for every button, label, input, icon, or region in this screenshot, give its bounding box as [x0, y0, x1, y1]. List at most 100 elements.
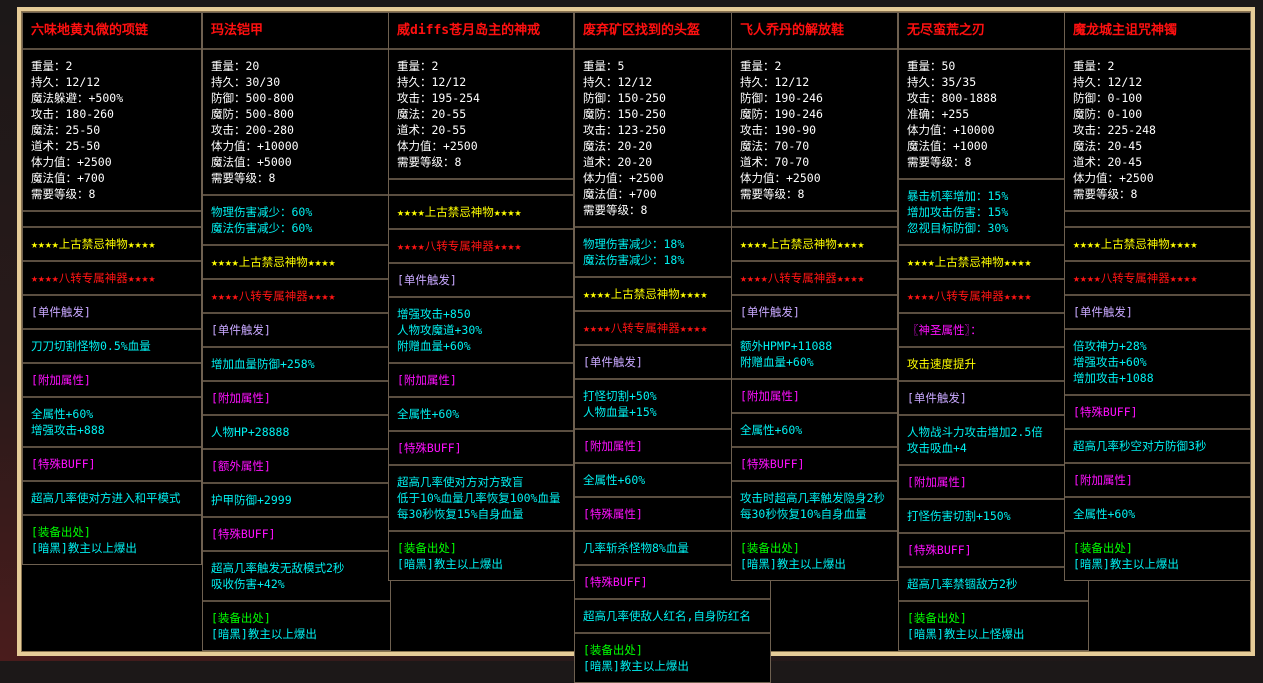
section-line: ★★★★上古禁忌神物★★★★: [397, 205, 522, 219]
section-red: ★★★★八转专属神器★★★★: [203, 278, 390, 312]
stat-line: 体力值：+2500: [583, 171, 664, 185]
item-tooltip-card: 玛法铠甲 重量：20 持久：30/30 防御：500-800 魔防：500-800 攻击：…: [202, 12, 391, 651]
stat-line: 需要等级：8: [211, 171, 276, 185]
section-red: ★★★★八转专属神器★★★★: [575, 310, 770, 344]
stat-line: 魔法值：+700: [31, 171, 105, 185]
stat-line: 持久：35/35: [907, 75, 977, 89]
source-text: [暗黑]教主以上爆出: [31, 541, 137, 555]
section-lav: [单件触发]: [1065, 294, 1250, 328]
section-line: 增强攻击+888: [31, 423, 105, 437]
section-yellow: ★★★★上古禁忌神物★★★★: [575, 276, 770, 310]
section-cyan: 几率斩杀怪物8%血量: [575, 530, 770, 564]
section-empty: [23, 210, 201, 226]
section-line: [特殊BUFF]: [211, 527, 276, 541]
item-stats: 重量：2 持久：12/12 防御：0-100 魔防：0-100 攻击：225-248 魔法…: [1065, 48, 1250, 210]
section-line: 倍攻神力+28%: [1073, 339, 1147, 353]
item-title: 威diffs苍月岛主的神戒: [397, 23, 541, 38]
section-line: 全属性+60%: [583, 473, 646, 487]
section-line: 忽视目标防御：30%: [907, 221, 1009, 235]
stat-line: 需要等级：8: [397, 155, 462, 169]
stat-line: 重量：2: [397, 59, 439, 73]
section-cyan: 超高几率使敌人红名,自身防红名: [575, 598, 770, 632]
stat-line: 攻击：195-254: [397, 91, 480, 105]
stat-line: 重量：50: [907, 59, 956, 73]
section-source: [装备出处] [暗黑]教主以上怪爆出: [899, 600, 1088, 650]
section-line: [单件触发]: [1073, 305, 1133, 319]
section-line: 全属性+60%: [740, 423, 803, 437]
section-line: [附加属性]: [907, 475, 967, 489]
stat-line: 魔法：20-55: [397, 107, 467, 121]
section-line: ★★★★八转专属神器★★★★: [211, 289, 336, 303]
section-line: [附加属性]: [740, 389, 800, 403]
section-cyan: 人物战斗力攻击增加2.5倍 攻击吸血+4: [899, 414, 1088, 464]
stat-line: 需要等级：8: [583, 203, 648, 217]
source-header: [装备出处]: [1073, 541, 1133, 555]
section-yellow: ★★★★上古禁忌神物★★★★: [389, 194, 573, 228]
section-mag: [特殊属性]: [575, 496, 770, 530]
source-text: [暗黑]教主以上爆出: [740, 557, 846, 571]
section-line: [附加属性]: [211, 391, 271, 405]
section-cyan: 护甲防御+2999: [203, 482, 390, 516]
section-line: 刀刀切割怪物0.5%血量: [31, 339, 151, 353]
section-empty: [1065, 210, 1250, 226]
section-cyan: 超高几率禁锢敌方2秒: [899, 566, 1088, 600]
section-cyan: 额外HPMP+11088 附赠血量+60%: [732, 328, 897, 378]
section-line: [特殊BUFF]: [397, 441, 462, 455]
stat-line: 防御：190-246: [740, 91, 823, 105]
stat-line: 魔防：150-250: [583, 107, 666, 121]
stat-line: 体力值：+2500: [1073, 171, 1154, 185]
section-cyan: 刀刀切割怪物0.5%血量: [23, 328, 201, 362]
section-cyan: 全属性+60%: [389, 396, 573, 430]
section-line: 全属性+60%: [397, 407, 460, 421]
section-line: 全属性+60%: [1073, 507, 1136, 521]
stat-line: 攻击：123-250: [583, 123, 666, 137]
section-red: ★★★★八转专属神器★★★★: [1065, 260, 1250, 294]
stat-line: 防御：500-800: [211, 91, 294, 105]
stat-line: 持久：12/12: [397, 75, 467, 89]
stat-line: 重量：5: [583, 59, 625, 73]
section-line: [特殊BUFF]: [1073, 405, 1138, 419]
stat-line: 准确：+255: [907, 107, 970, 121]
stat-line: 道术：20-45: [1073, 155, 1143, 169]
section-line: 增加攻击伤害：15%: [907, 205, 1009, 219]
source-text: [暗黑]教主以上爆出: [583, 659, 689, 673]
item-stats: 重量：20 持久：30/30 防御：500-800 魔防：500-800 攻击：200-…: [203, 48, 390, 194]
section-line: 增强攻击+60%: [1073, 355, 1147, 369]
section-line: [单件触发]: [211, 323, 271, 337]
stat-line: 攻击：190-90: [740, 123, 817, 137]
section-line: 每30秒恢复10%自身血量: [740, 507, 867, 521]
item-tooltip-card: 魔龙城主诅咒神镯 重量：2 持久：12/12 防御：0-100 魔防：0-100 攻击：2…: [1064, 12, 1251, 581]
section-line: 攻击时超高几率触发隐身2秒: [740, 491, 885, 505]
source-header: [装备出处]: [583, 643, 643, 657]
section-line: 超高几率使对方对方致盲: [397, 475, 524, 489]
section-yellow: ★★★★上古禁忌神物★★★★: [23, 226, 201, 260]
stat-line: 重量：2: [740, 59, 782, 73]
source-header: [装备出处]: [397, 541, 457, 555]
section-cyan: 全属性+60% 增强攻击+888: [23, 396, 201, 446]
item-tooltip-card: 威diffs苍月岛主的神戒 重量：2 持久：12/12 攻击：195-254 魔法：20…: [388, 12, 574, 581]
section-mag: [附加属性]: [23, 362, 201, 396]
section-line: 打怪切割+50%: [583, 389, 657, 403]
stat-line: 攻击：225-248: [1073, 123, 1156, 137]
section-line: 增加攻击+1088: [1073, 371, 1154, 385]
item-stats: 重量：5 持久：12/12 防御：150-250 魔防：150-250 攻击：123-2…: [575, 48, 770, 226]
section-cyan: 全属性+60%: [575, 462, 770, 496]
stat-line: 持久：12/12: [1073, 75, 1143, 89]
stat-line: 攻击：180-260: [31, 107, 114, 121]
stat-line: 重量：2: [31, 59, 73, 73]
stat-line: 攻击：200-280: [211, 123, 294, 137]
section-line: [附加属性]: [583, 439, 643, 453]
stat-line: 需要等级：8: [31, 187, 96, 201]
section-line: 附赠血量+60%: [397, 339, 471, 353]
item-tooltip-card: 六味地黄丸微的项链 重量：2 持久：12/12 魔法躲避：+500% 攻击：180-26…: [22, 12, 202, 565]
stat-line: 重量：20: [211, 59, 260, 73]
source-text: [暗黑]教主以上怪爆出: [907, 627, 1025, 641]
section-line: [单件触发]: [740, 305, 800, 319]
section-line: 魔法伤害减少：18%: [583, 253, 685, 267]
section-line: ★★★★八转专属神器★★★★: [907, 289, 1032, 303]
stat-line: 道术：25-50: [31, 139, 101, 153]
section-mag: [特殊BUFF]: [389, 430, 573, 464]
section-line: 人物战斗力攻击增加2.5倍: [907, 425, 1043, 439]
section-line: [特殊属性]: [583, 507, 643, 521]
section-source: [装备出处] [暗黑]教主以上爆出: [1065, 530, 1250, 580]
